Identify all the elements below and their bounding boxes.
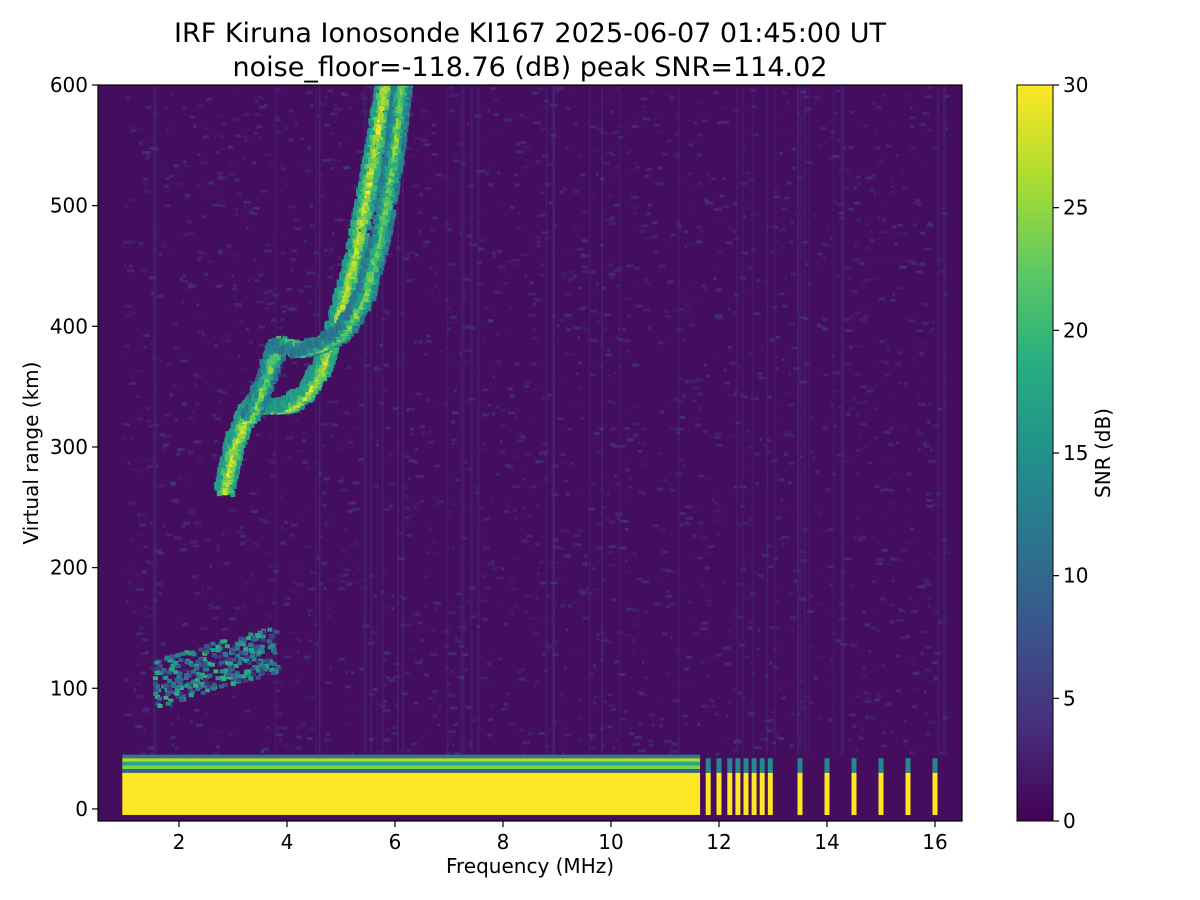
x-tick-label: 16 (922, 830, 947, 854)
colorbar-label: SNR (dB) (1091, 408, 1115, 498)
colorbar-ticks: 0 5 10 15 20 25 30 (1053, 73, 1088, 833)
ground-clutter-band (122, 754, 701, 815)
x-tick-label: 2 (173, 830, 186, 854)
f-region-trace-o (214, 85, 397, 498)
colorbar-tick-label: 5 (1063, 686, 1076, 710)
colorbar-tick-label: 20 (1063, 318, 1088, 342)
pulsed-frequencies-above-11.7-mhz (705, 758, 938, 815)
y-tick-label: 100 (50, 676, 88, 700)
x-tick-label: 4 (281, 830, 294, 854)
y-tick-label: 300 (50, 435, 88, 459)
y-tick-label: 0 (75, 797, 88, 821)
y-tick-label: 200 (50, 556, 88, 580)
e-region-echo (152, 627, 281, 708)
noise-speckle (122, 85, 951, 758)
chart-title: IRF Kiruna Ionosonde KI167 2025-06-07 01… (173, 18, 887, 49)
chart-subtitle: noise_floor=-118.76 (dB) peak SNR=114.02 (232, 52, 828, 83)
x-axis: 2 4 6 8 10 12 14 16 (173, 821, 948, 854)
y-axis: 0 100 200 300 400 500 600 (50, 73, 98, 821)
y-tick-label: 500 (50, 194, 88, 218)
colorbar-gradient (1016, 84, 1054, 822)
y-tick-label: 400 (50, 314, 88, 338)
x-tick-label: 10 (598, 830, 623, 854)
colorbar-tick-label: 25 (1063, 196, 1088, 220)
colorbar-tick-label: 10 (1063, 564, 1088, 588)
colorbar: 0 5 10 15 20 25 30 SNR (dB) (1016, 73, 1115, 833)
colorbar-tick-label: 15 (1063, 441, 1088, 465)
plot-frame (97, 84, 963, 822)
snr-heatmap (98, 85, 962, 821)
colorbar-tick-label: 30 (1063, 73, 1088, 97)
x-tick-label: 6 (389, 830, 402, 854)
x-tick-label: 8 (497, 830, 510, 854)
x-axis-label: Frequency (MHz) (446, 854, 614, 878)
colorbar-tick-label: 0 (1063, 809, 1076, 833)
y-axis-label: Virtual range (km) (19, 362, 43, 545)
x-tick-label: 12 (706, 830, 731, 854)
f-region-trace-x (241, 85, 414, 424)
y-tick-label: 600 (50, 73, 88, 97)
x-tick-label: 14 (814, 830, 839, 854)
